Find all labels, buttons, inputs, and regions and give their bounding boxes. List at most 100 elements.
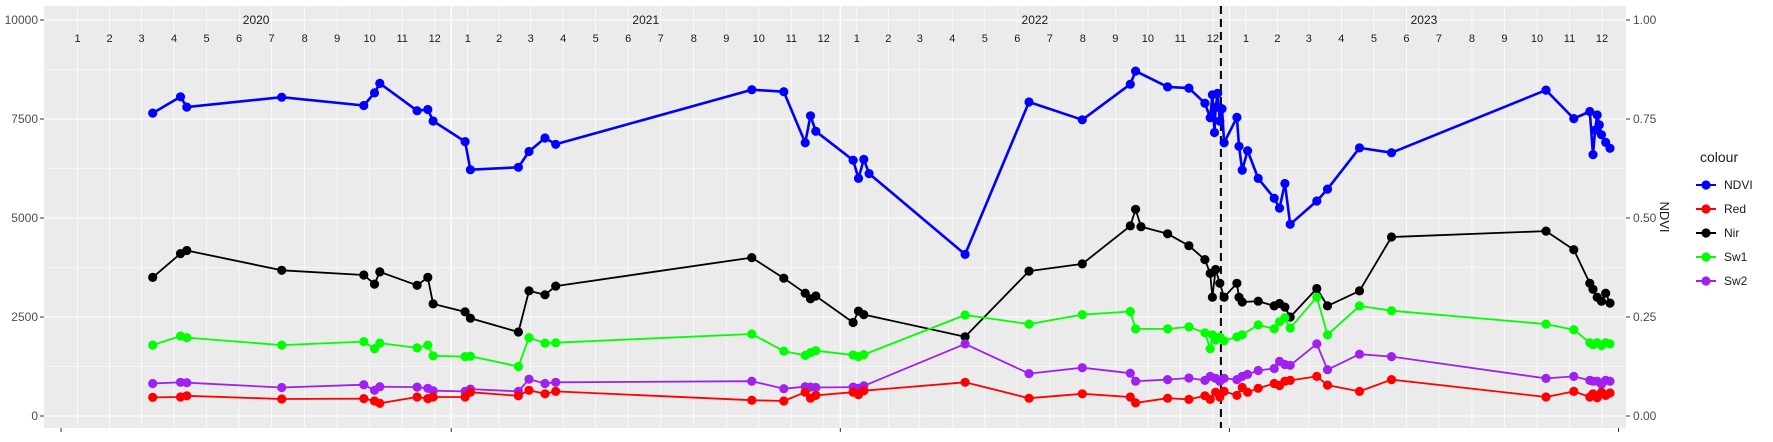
point-sw1 — [423, 340, 433, 350]
point-nir — [524, 286, 534, 296]
point-red — [465, 387, 475, 397]
point-sw1 — [1541, 319, 1551, 329]
point-sw2 — [1077, 363, 1087, 373]
point-ndvi — [1596, 130, 1607, 140]
point-nir — [1605, 298, 1615, 308]
point-red — [359, 394, 369, 404]
point-sw1 — [1077, 310, 1087, 320]
point-ndvi — [811, 126, 821, 136]
point-red — [1163, 393, 1173, 403]
point-ndvi — [359, 100, 369, 111]
point-ndvi — [369, 88, 380, 98]
series-sw1 — [148, 292, 1615, 372]
point-red — [1354, 386, 1365, 396]
point-red — [1285, 375, 1295, 385]
point-sw1 — [148, 340, 158, 350]
series-line-sw1 — [152, 296, 1611, 368]
point-ndvi — [1594, 120, 1604, 130]
point-sw1 — [1253, 320, 1263, 330]
point-nir — [148, 272, 158, 282]
point-red — [277, 394, 287, 404]
point-sw1 — [1322, 330, 1333, 340]
point-red — [1184, 394, 1194, 404]
point-ndvi — [800, 138, 810, 148]
left-tick-label: 5000 — [11, 211, 38, 225]
point-ndvi — [1232, 112, 1242, 122]
point-ndvi — [175, 92, 186, 102]
month-label: 1 — [1243, 33, 1249, 45]
point-ndvi — [848, 155, 858, 165]
month-label: 6 — [236, 33, 242, 45]
point-sw2 — [811, 382, 821, 393]
point-sw1 — [1163, 324, 1173, 334]
legend-label: Nir — [1724, 226, 1739, 240]
point-sw2 — [148, 378, 158, 389]
month-label: 1 — [75, 33, 81, 45]
point-nir — [1237, 297, 1247, 307]
point-sw2 — [428, 386, 438, 396]
month-label: 9 — [1501, 33, 1507, 45]
point-sw2 — [747, 376, 757, 386]
point-nir — [465, 313, 475, 323]
point-sw2 — [551, 377, 561, 387]
point-sw2 — [1131, 376, 1141, 386]
point-sw1 — [277, 340, 287, 350]
point-nir — [1219, 292, 1229, 302]
point-red — [513, 391, 524, 401]
point-red — [182, 391, 192, 401]
point-sw1 — [359, 337, 369, 347]
point-nir — [551, 281, 561, 291]
point-sw1 — [1024, 319, 1034, 329]
point-sw2 — [1219, 373, 1229, 383]
point-sw2 — [1322, 365, 1333, 375]
point-nir — [375, 267, 385, 277]
left-tick-label: 0 — [31, 409, 38, 423]
month-label: 5 — [1371, 33, 1377, 45]
month-label: 4 — [1338, 33, 1344, 45]
month-label: 5 — [204, 33, 210, 45]
point-sw2 — [1386, 352, 1397, 362]
point-sw1 — [551, 338, 561, 348]
point-sw2 — [960, 339, 970, 349]
right-tick-label: 0.75 — [1633, 112, 1657, 126]
point-nir — [1077, 259, 1087, 269]
month-label: 8 — [1469, 33, 1475, 45]
month-label: 9 — [723, 33, 729, 45]
point-red — [1541, 392, 1551, 402]
point-nir — [1386, 232, 1397, 242]
point-ndvi — [551, 139, 561, 149]
series-nir — [148, 204, 1615, 342]
point-nir — [1184, 241, 1194, 251]
bottom-x-axis — [60, 428, 1620, 432]
point-red — [524, 385, 534, 395]
point-nir — [182, 245, 192, 256]
point-sw2 — [412, 382, 422, 392]
month-label: 4 — [949, 33, 955, 45]
point-sw2 — [1569, 371, 1579, 381]
point-ndvi — [1253, 173, 1263, 183]
point-nir — [1253, 296, 1263, 306]
point-ndvi — [1592, 110, 1602, 120]
point-sw2 — [1285, 360, 1295, 370]
point-sw2 — [375, 382, 385, 392]
point-red — [1125, 392, 1135, 402]
point-red — [859, 386, 869, 396]
month-label: 7 — [1436, 33, 1442, 45]
legend-key-dot — [1701, 180, 1711, 190]
legend-label: Red — [1724, 202, 1746, 216]
right-tick-label: 0.50 — [1633, 211, 1657, 225]
point-sw1 — [1605, 339, 1615, 349]
point-ndvi — [540, 133, 550, 143]
point-nir — [423, 272, 433, 282]
month-label: 11 — [396, 33, 407, 45]
point-sw2 — [1605, 376, 1615, 386]
month-label: 7 — [1047, 33, 1053, 45]
point-red — [1253, 383, 1263, 393]
series-line-sw2 — [152, 342, 1611, 393]
month-label: 8 — [691, 33, 697, 45]
legend-key-dot — [1701, 276, 1711, 286]
point-ndvi — [1184, 83, 1194, 93]
point-nir — [859, 310, 869, 320]
point-sw1 — [859, 350, 869, 360]
point-sw2 — [1243, 369, 1253, 379]
